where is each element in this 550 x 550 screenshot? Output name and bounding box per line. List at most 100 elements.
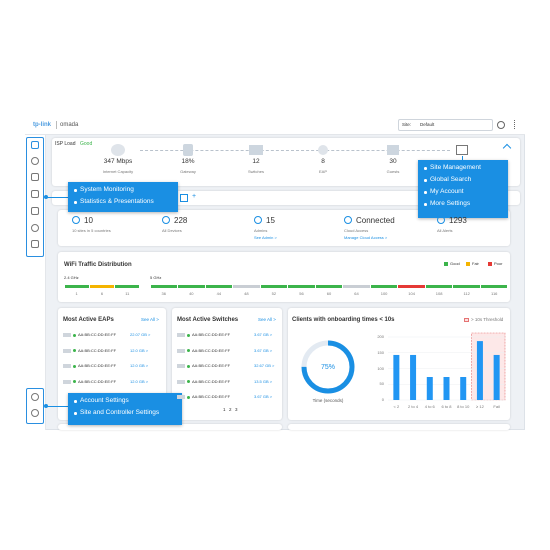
- channel-bar: [315, 285, 343, 288]
- summary-icon: [344, 216, 352, 224]
- device-usage[interactable]: 12.0 GB >: [130, 378, 149, 384]
- card: [288, 424, 510, 430]
- site-select[interactable]: [398, 119, 493, 131]
- summary-icon: [437, 216, 445, 224]
- callout: [68, 393, 182, 425]
- see-all[interactable]: See All >: [141, 317, 159, 322]
- threshold-label: > 10s Threshold: [471, 317, 504, 322]
- summary-icon: [72, 216, 80, 224]
- x-tick-label: 2 to 4: [408, 404, 419, 409]
- summary-value: 10: [84, 216, 93, 225]
- channel-bar: [425, 285, 453, 288]
- stat-value: 18%: [181, 158, 195, 165]
- stat-label: Gateway: [180, 169, 196, 174]
- stat-value: 347 Mbps: [103, 158, 133, 165]
- card-title: Most Active Switches: [177, 317, 239, 323]
- x-tick-label: Fail: [493, 404, 500, 409]
- device-icon: [63, 348, 71, 353]
- nav-icon[interactable]: [31, 393, 39, 401]
- bullet: [424, 179, 427, 182]
- see-all[interactable]: See All >: [258, 317, 276, 322]
- nav-icon[interactable]: [31, 157, 39, 165]
- channel-bar: [398, 285, 425, 288]
- bullet: [424, 203, 427, 206]
- nav-icon[interactable]: [31, 173, 39, 181]
- summary-link[interactable]: Manage Cloud Access >: [344, 235, 388, 240]
- device-usage[interactable]: 13.5 GB >: [254, 378, 273, 384]
- channel-bar: [64, 285, 89, 288]
- summary-label: Admins: [254, 228, 268, 233]
- nav-highlight: [26, 137, 44, 257]
- nav-icon[interactable]: [31, 409, 39, 417]
- legend-label: Good: [450, 261, 460, 266]
- card-title: Most Active EAPs: [63, 317, 114, 323]
- divider: [56, 121, 57, 129]
- nav-icon[interactable]: [31, 207, 39, 215]
- wifi-card: [58, 252, 510, 302]
- flow-line: [140, 150, 450, 151]
- summary-label: All Alerts: [437, 228, 453, 233]
- stat-label: EAP: [318, 169, 327, 174]
- channel-bar: [150, 285, 178, 288]
- donut-arc: [301, 340, 355, 394]
- device-usage[interactable]: 32.67 GB >: [254, 363, 275, 368]
- search-icon[interactable]: [497, 121, 505, 129]
- channel-label: 6: [100, 291, 104, 296]
- nav-icon[interactable]: [31, 141, 39, 149]
- nav-icon[interactable]: [31, 190, 39, 198]
- edit-icon[interactable]: [180, 194, 188, 202]
- summary-icon: [254, 216, 262, 224]
- channel-label: 100: [380, 291, 388, 296]
- bullet: [74, 412, 77, 415]
- stat-icon: [249, 145, 263, 155]
- logo: omada: [60, 122, 79, 128]
- status-dot: [73, 364, 76, 368]
- channel-bar: [115, 285, 140, 288]
- callout: [68, 182, 178, 212]
- device-usage[interactable]: 12.0 GB >: [130, 363, 149, 368]
- callout-item: Statistics & Presentations: [80, 198, 154, 205]
- callout-item: Site and Controller Settings: [80, 409, 160, 416]
- device-usage[interactable]: 22.07 GB >: [130, 332, 151, 337]
- bar: [476, 341, 483, 400]
- device-mac: AA:BB:CC:DD:EE:FF: [78, 332, 117, 337]
- status-dot: [187, 380, 190, 383]
- callout-item: Global Search: [430, 176, 472, 183]
- nav-icon[interactable]: [31, 224, 39, 232]
- isp-label: ISP Load: [55, 141, 76, 147]
- bar: [443, 377, 450, 400]
- device-icon: [177, 364, 185, 368]
- device-usage[interactable]: 3.67 GB >: [254, 347, 273, 353]
- channel-bar: [480, 285, 508, 288]
- legend-swatch: [488, 262, 492, 266]
- device-mac: AA:BB:CC:DD:EE:FF: [78, 378, 117, 384]
- bullet: [424, 167, 427, 170]
- card: [58, 424, 282, 430]
- connector: [45, 196, 68, 198]
- page-number[interactable]: 2: [229, 407, 232, 412]
- bar: [426, 377, 433, 400]
- device-usage[interactable]: 12.0 GB >: [130, 347, 149, 353]
- summary-link[interactable]: See Admin >: [254, 235, 277, 240]
- more-icon[interactable]: [514, 120, 517, 129]
- legend-label: Poor: [494, 261, 503, 266]
- nav-icon[interactable]: [31, 240, 39, 248]
- status-dot: [187, 333, 190, 337]
- y-tick-label: 150: [377, 349, 384, 355]
- device-usage[interactable]: 3.67 GB >: [254, 394, 273, 399]
- page-number[interactable]: 3: [235, 407, 238, 412]
- connector-dot: [44, 404, 48, 408]
- switch-card: [172, 308, 282, 420]
- stat-value: 8: [321, 158, 325, 165]
- x-tick-label: ≥ 12: [476, 404, 484, 409]
- channel-bar: [453, 285, 480, 288]
- bullet: [424, 191, 427, 194]
- add-icon[interactable]: +: [192, 193, 197, 200]
- stat-icon: [387, 145, 399, 155]
- channel-label: 116: [491, 291, 498, 296]
- page-number[interactable]: 1: [223, 407, 226, 412]
- channel-label: 112: [463, 291, 470, 296]
- channel-label: 36: [161, 291, 166, 296]
- device-usage[interactable]: 3.67 GB >: [254, 332, 273, 337]
